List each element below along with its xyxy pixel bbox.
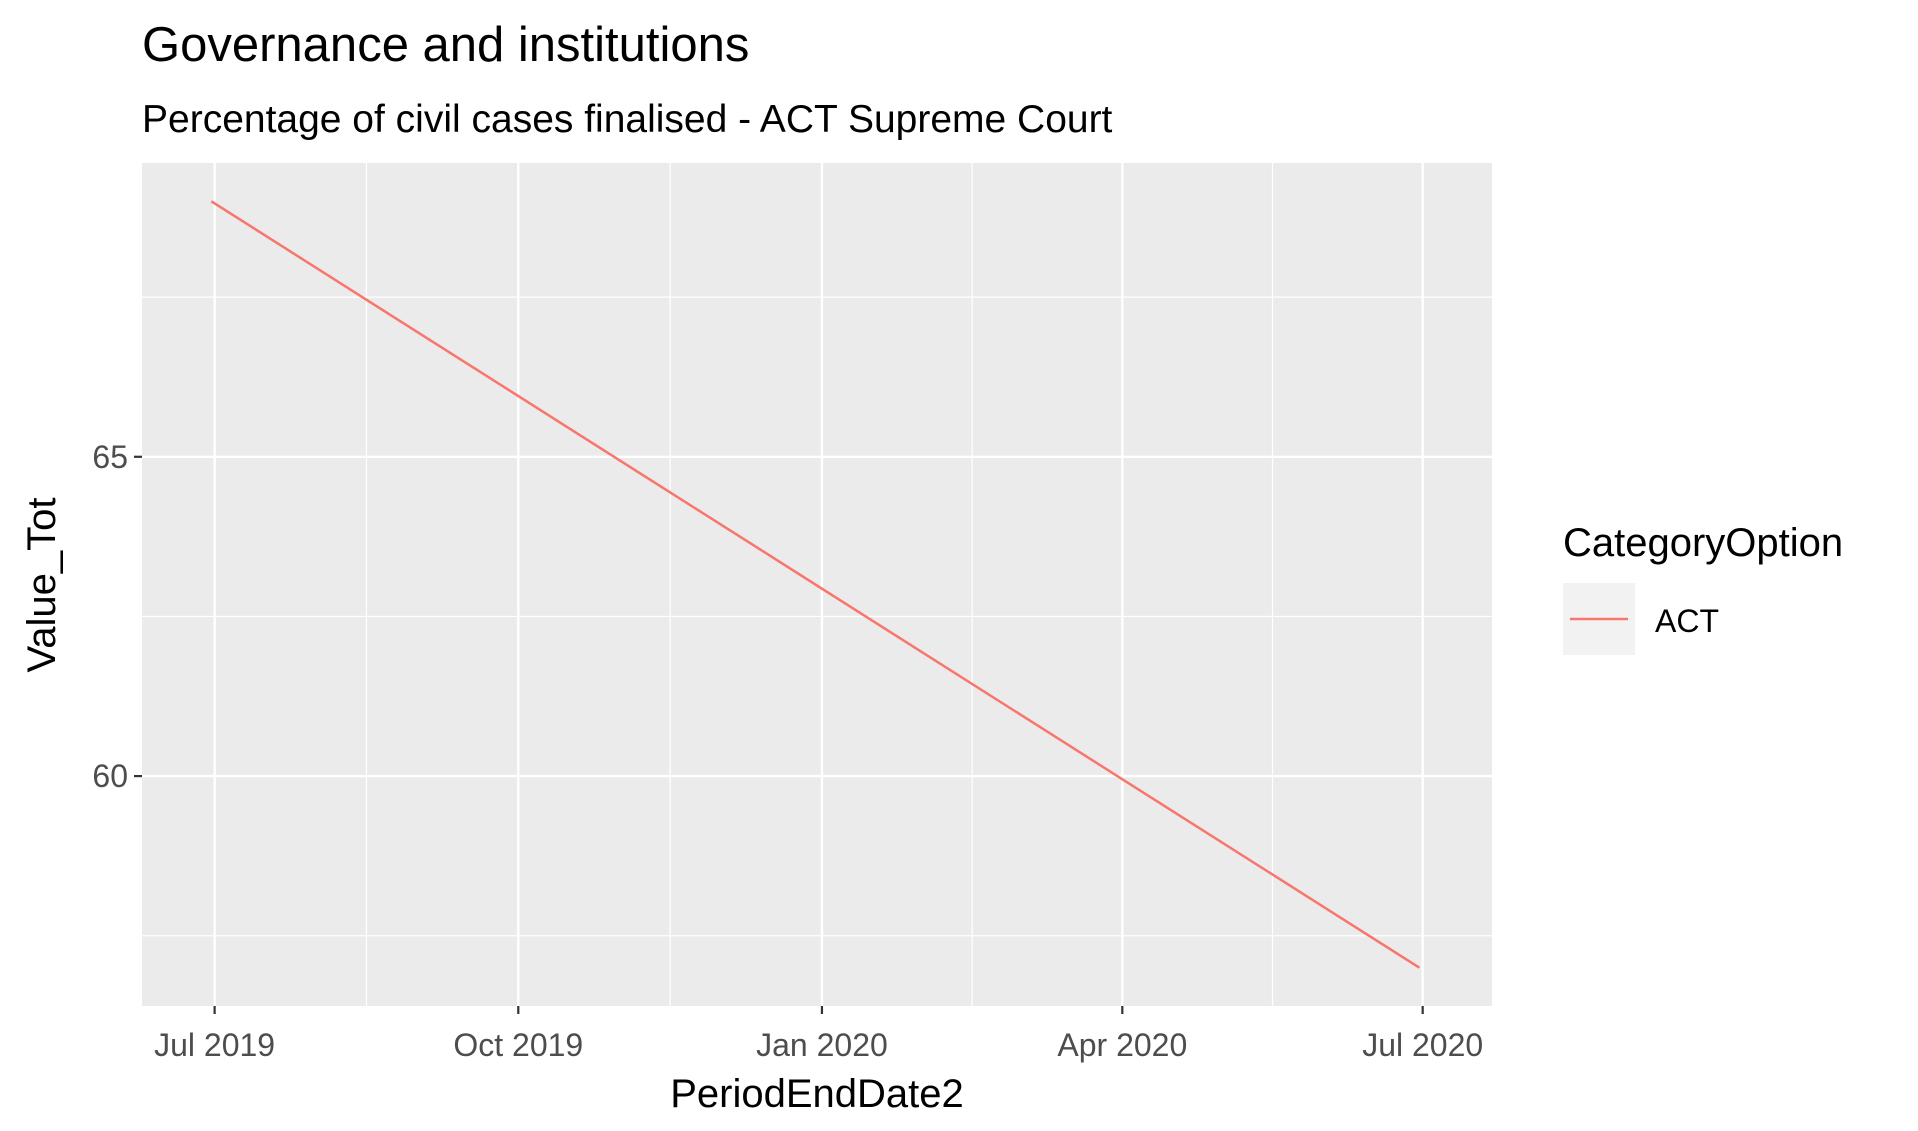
grid-minor-x [365,163,1274,1006]
x-axis-title: PeriodEndDate2 [670,1072,964,1116]
x-axis: Jul 2019 Oct 2019 Jan 2020 Apr 2020 Jul 2020 [154,1006,1483,1063]
series-layer [210,200,1421,969]
y-axis: 60 65 [92,439,142,794]
legend: CategoryOption ACT [1563,521,1843,655]
legend-label: ACT [1655,603,1719,639]
y-axis-title: Value_Tot [20,498,64,673]
y-tick-label: 65 [92,439,128,475]
x-tick-label: Jul 2019 [154,1027,275,1063]
x-tick-label: Apr 2020 [1057,1027,1187,1063]
x-tick-label: Jul 2020 [1362,1027,1483,1063]
chart-subtitle: Percentage of civil cases finalised - AC… [142,98,1113,141]
y-tick-label: 60 [92,758,128,794]
chart-title: Governance and institutions [142,18,749,72]
legend-title: CategoryOption [1563,521,1843,565]
x-tick-label: Oct 2019 [453,1027,583,1063]
x-tick-label: Jan 2020 [756,1027,888,1063]
grid-major-x [213,163,1424,1006]
grid-major-y [142,455,1492,778]
series-line-act [210,200,1421,969]
